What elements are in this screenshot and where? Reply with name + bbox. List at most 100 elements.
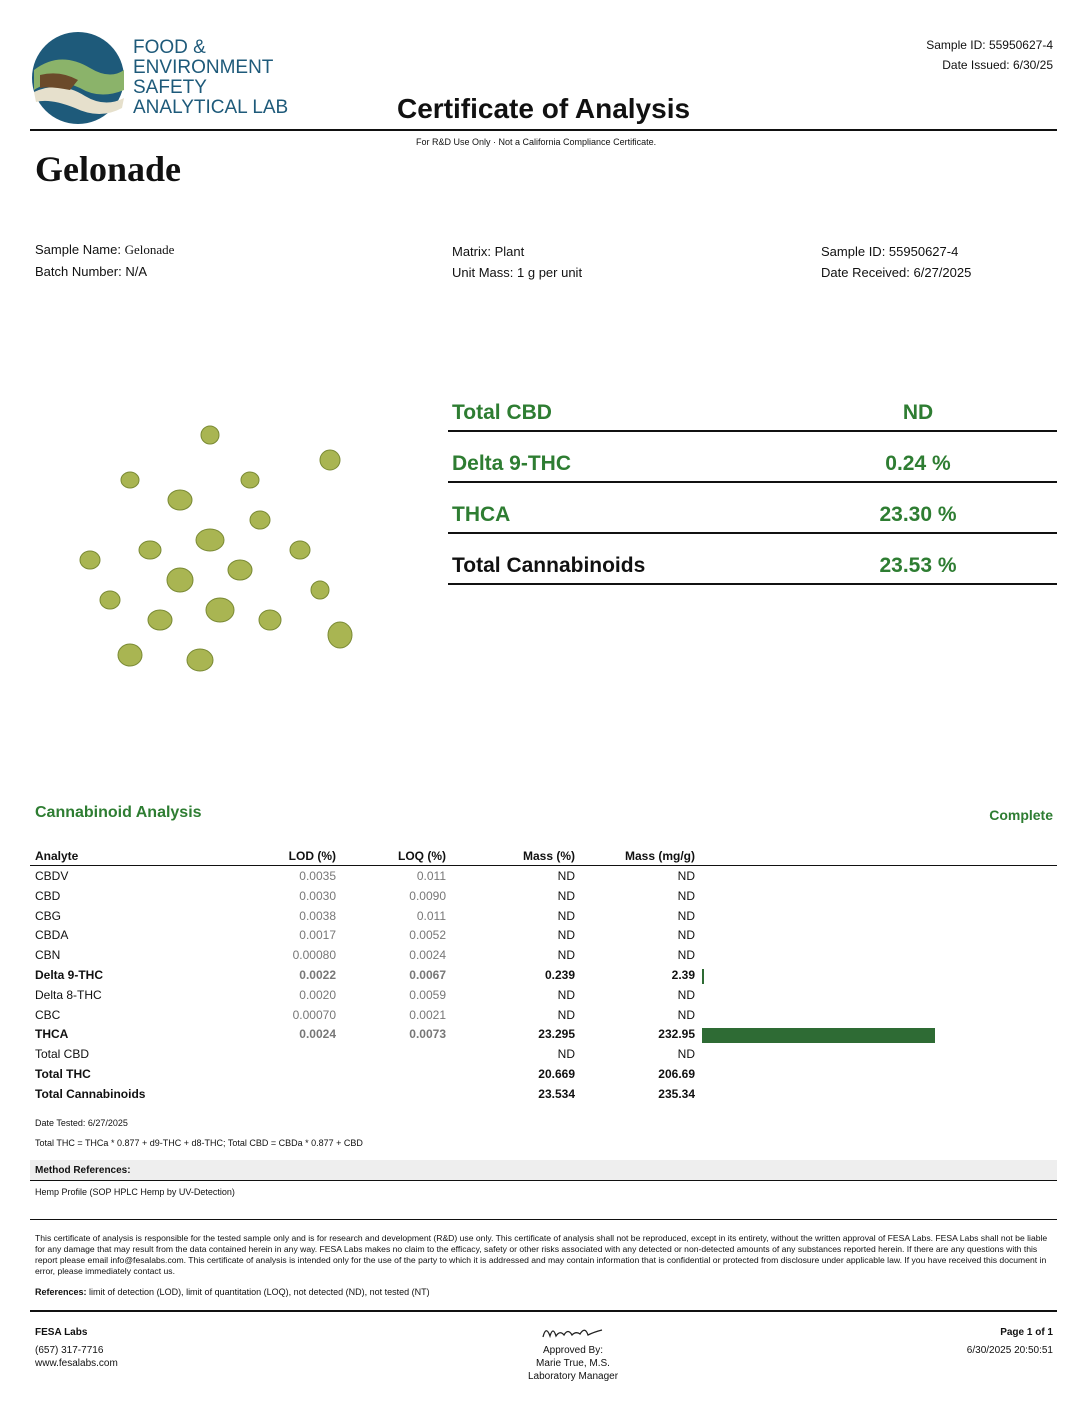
table-cell: CBDV (35, 869, 69, 883)
table-cell: 0.0021 (409, 1007, 446, 1022)
phone: (657) 317-7716 (35, 1345, 104, 1356)
info-label: Unit Mass: (452, 265, 518, 280)
table-cell: THCA (35, 1027, 69, 1042)
section-title: Cannabinoid Analysis (35, 804, 202, 821)
table-cell: 23.295 (538, 1027, 575, 1042)
table-cell: ND (677, 1047, 695, 1062)
table-cell: 0.0022 (299, 968, 336, 982)
method: Hemp Profile (SOP HPLC Hemp by UV-Detect… (35, 1187, 235, 1197)
table-cell: ND (677, 987, 695, 1002)
table-cell: 0.0024 (409, 948, 446, 963)
sample-id: Sample ID: 55950627-4 (926, 38, 1053, 52)
column-header: Mass (%) (522, 849, 575, 863)
table-cell: 0.011 (416, 869, 446, 883)
info-item: Matrix: Plant (452, 244, 524, 259)
approved-line: Marie True, M.S. (536, 1358, 610, 1369)
table-cell: ND (677, 928, 695, 943)
table-cell: 0.0024 (299, 1027, 336, 1042)
summary-value: 0.24 % (885, 452, 951, 475)
page-number: Page 1 of 1 (1000, 1327, 1053, 1338)
table-cell: 0.0073 (409, 1027, 446, 1042)
table-cell: 0.0020 (299, 987, 336, 1002)
info-item: Batch Number: N/A (35, 264, 147, 279)
column-header: Mass (mg/g) (624, 849, 695, 863)
table-cell: CBD (35, 888, 61, 903)
logo-line: ANALYTICAL LAB (133, 97, 289, 118)
table-cell: ND (557, 1007, 575, 1022)
header-rule (30, 865, 1057, 866)
summary-rule (448, 481, 1057, 483)
table-cell: ND (557, 987, 575, 1002)
references-label: References: (35, 1287, 87, 1297)
table-cell: Total THC (35, 1067, 91, 1081)
info-value: 55950627-4 (888, 244, 959, 259)
table-cell: Total Cannabinoids (35, 1086, 146, 1101)
product-name: Gelonade (35, 149, 182, 189)
table-cell: ND (677, 869, 695, 883)
notice: For R&D Use Only · Not a California Comp… (416, 137, 657, 147)
table-cell: 0.0030 (299, 888, 336, 903)
column-header: Analyte (35, 849, 79, 863)
summary-label: THCA (452, 503, 511, 526)
approved-line: Approved By: (542, 1345, 604, 1356)
mass-bar (702, 969, 705, 984)
table-cell: 0.0067 (409, 968, 446, 982)
table-cell: ND (557, 869, 575, 883)
date-tested: Date Tested: 6/27/2025 (35, 1118, 128, 1128)
table-cell: ND (677, 888, 695, 903)
column-header: LOD (%) (288, 849, 336, 863)
table-cell: Total CBD (35, 1047, 90, 1062)
summary-rule (448, 532, 1057, 534)
info-label: Date Received: (821, 265, 914, 280)
table-cell: Delta 9-THC (35, 968, 104, 982)
disclaimer: This certificate of analysis is responsi… (35, 1233, 1048, 1276)
info-value: N/A (125, 264, 147, 279)
status: Complete (989, 807, 1053, 823)
summary-value: 23.30 % (879, 503, 957, 526)
table-cell: 232.95 (658, 1027, 695, 1042)
table-cell: ND (557, 908, 575, 923)
table-cell: 0.0059 (409, 987, 446, 1002)
info-value: 1 g per unit (517, 265, 583, 280)
table-cell: 206.69 (658, 1067, 695, 1081)
website: www.fesalabs.com (35, 1358, 118, 1369)
table-cell: 23.534 (538, 1086, 575, 1101)
mass-bar (702, 1028, 935, 1044)
info-label: Matrix: (452, 244, 495, 259)
info-item: Date Received: 6/27/2025 (821, 265, 971, 280)
table-cell: 0.239 (544, 968, 575, 982)
table-cell: 2.39 (671, 968, 695, 982)
logo-line: SAFETY (133, 77, 207, 98)
table-cell: ND (557, 928, 575, 943)
summary-value: 23.53 % (879, 554, 957, 577)
approved-line: Laboratory Manager (527, 1371, 619, 1382)
timestamp: 6/30/2025 20:50:51 (966, 1345, 1053, 1356)
info-item: Sample Name: Gelonade (35, 242, 174, 258)
logo-line: FOOD & (133, 37, 206, 58)
table-cell: CBC (35, 1007, 61, 1022)
info-label: Sample ID: (821, 244, 889, 259)
lab-name: FESA Labs (35, 1327, 88, 1338)
table-cell: 0.0038 (299, 908, 336, 923)
table-cell: CBDA (35, 928, 69, 943)
table-cell: ND (677, 1007, 695, 1022)
table-cell: CBG (35, 908, 62, 923)
table-cell: ND (677, 948, 695, 963)
column-header: LOQ (%) (398, 849, 446, 863)
info-label: Batch Number: (35, 264, 126, 279)
summary-label: Total Cannabinoids (452, 554, 646, 577)
table-cell: ND (557, 948, 575, 963)
logo-text: FOOD & ENVIRONMENT SAFETY ANALYTICAL LAB (133, 38, 288, 118)
method-title: Method References: (35, 1165, 131, 1176)
table-cell: 0.0035 (299, 869, 336, 883)
date-issued: Date Issued: 6/30/25 (942, 58, 1053, 72)
table-cell: Delta 8-THC (35, 987, 102, 1002)
info-item: Sample ID: 55950627-4 (821, 244, 958, 259)
table-cell: 0.00080 (292, 948, 336, 963)
summary-rule (448, 583, 1057, 585)
summary-value: ND (902, 401, 934, 424)
info-item: Unit Mass: 1 g per unit (452, 265, 582, 280)
info-label: Sample Name: (35, 242, 125, 257)
product-image (79, 425, 353, 672)
